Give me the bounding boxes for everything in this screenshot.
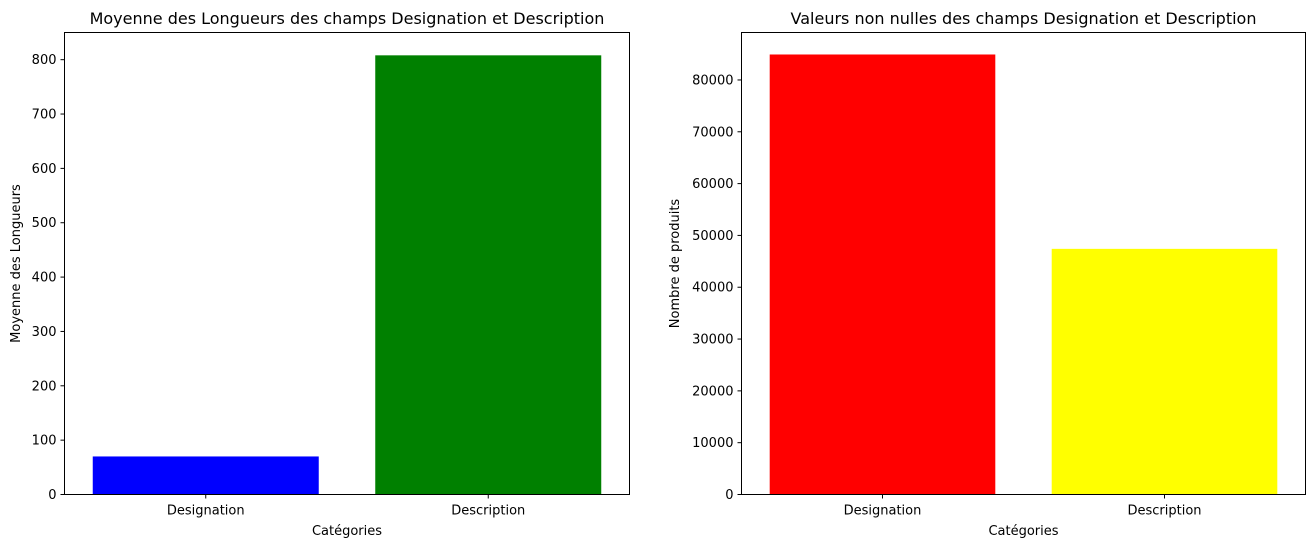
y-tick-label: 800 — [32, 53, 57, 68]
x-tick-label: Designation — [844, 504, 922, 519]
y-tick-label: 70000 — [692, 125, 733, 140]
bar-designation — [92, 456, 319, 495]
bars-group — [92, 55, 602, 495]
chart-title: Valeurs non nulles des champs Designatio… — [791, 9, 1257, 28]
y-tick-label: 50000 — [692, 229, 733, 244]
y-tick-label: 400 — [32, 271, 57, 286]
x-tick-label: Description — [1127, 504, 1201, 519]
bar-description — [375, 55, 602, 495]
axes-frame — [741, 32, 1306, 495]
y-tick-label: 80000 — [692, 73, 733, 88]
bar-designation — [769, 54, 996, 495]
y-tick-label: 100 — [32, 434, 57, 449]
x-tick-label: Description — [451, 504, 525, 519]
y-tick-label: 0 — [48, 488, 56, 503]
chart-mean-lengths: Moyenne des Longueurs des champs Designa… — [9, 9, 630, 539]
y-axis-label: Moyenne des Longueurs — [9, 184, 24, 343]
y-tick-label: 700 — [32, 108, 57, 123]
y-axis-ticks: 0 100 200 300 400 500 600 700 800 — [32, 53, 65, 503]
y-axis-label: Nombre de produits — [668, 199, 683, 329]
y-tick-label: 20000 — [692, 384, 733, 399]
y-tick-label: 600 — [32, 162, 57, 177]
y-tick-label: 300 — [32, 325, 57, 340]
axes-frame — [64, 32, 630, 495]
x-axis-label: Catégories — [988, 524, 1058, 539]
bar-description — [1051, 248, 1278, 495]
x-axis-label: Catégories — [312, 524, 382, 539]
x-axis-ticks: Designation Description — [167, 494, 525, 519]
x-axis-ticks: Designation Description — [844, 494, 1202, 519]
y-tick-label: 60000 — [692, 177, 733, 192]
y-tick-label: 500 — [32, 216, 57, 231]
y-tick-label: 30000 — [692, 333, 733, 348]
y-tick-label: 0 — [725, 488, 733, 503]
y-tick-label: 40000 — [692, 281, 733, 296]
chart-title: Moyenne des Longueurs des champs Designa… — [90, 9, 605, 28]
x-tick-label: Designation — [167, 504, 245, 519]
chart-non-null-values: Valeurs non nulles des champs Designatio… — [668, 9, 1306, 539]
y-axis-ticks: 0 10000 20000 30000 40000 50000 60000 70000 8000… — [692, 73, 742, 503]
y-tick-label: 10000 — [692, 436, 733, 451]
y-tick-label: 200 — [32, 379, 57, 394]
bars-group — [769, 54, 1278, 495]
